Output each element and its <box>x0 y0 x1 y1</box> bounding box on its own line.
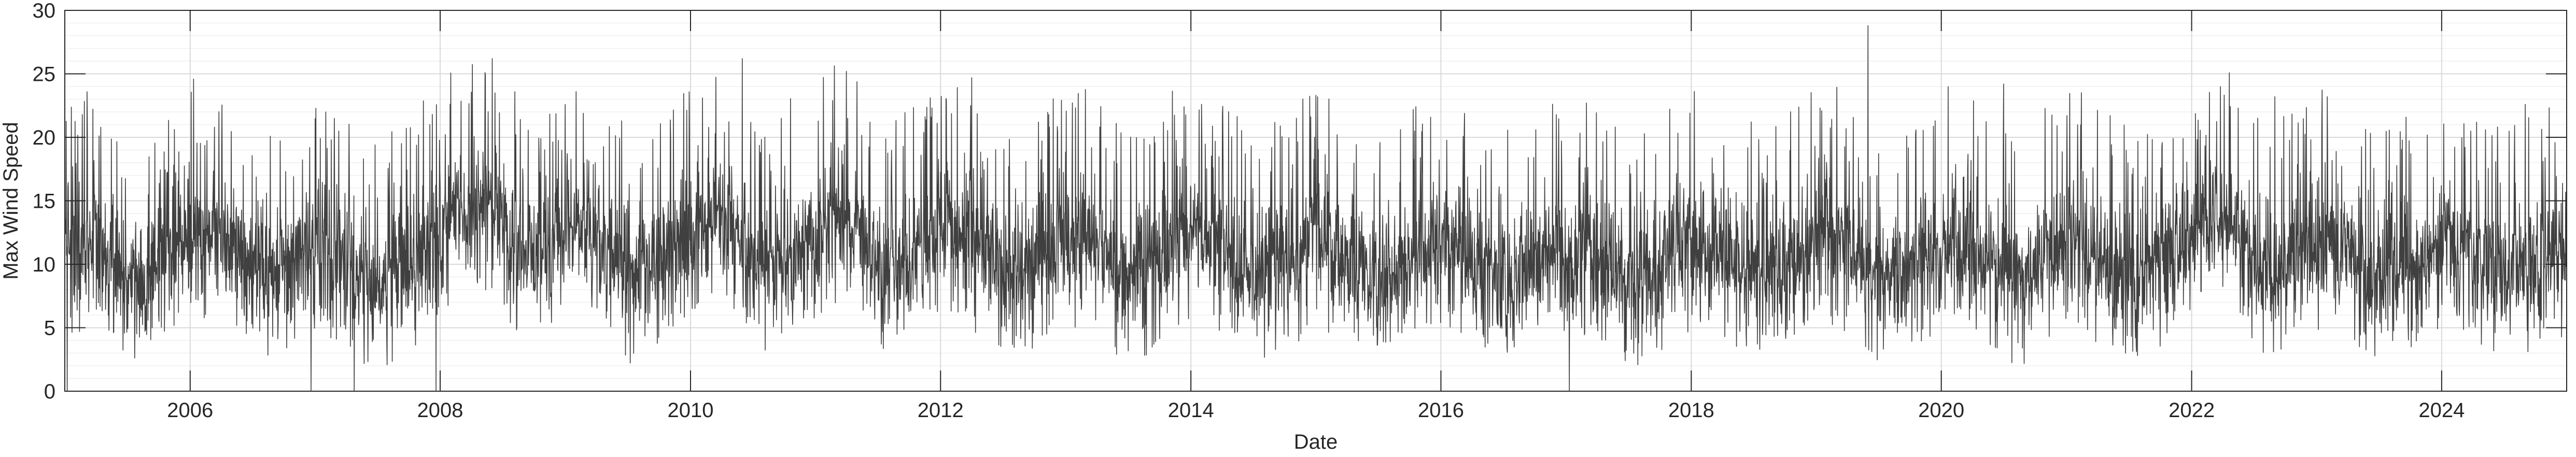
x-tick-label: 2016 <box>1418 399 1464 422</box>
x-tick-labels: 2006 2008 2010 2012 2014 2016 2018 2020 2022 2024 <box>167 399 2465 422</box>
y-axis-label: Max Wind Speed <box>0 122 22 280</box>
y-tick-labels: 0 5 10 15 20 25 30 <box>33 0 56 403</box>
series-layer <box>64 25 2567 392</box>
x-tick-label: 2010 <box>668 399 714 422</box>
x-tick-label: 2022 <box>2169 399 2215 422</box>
x-tick-label: 2014 <box>1168 399 1214 422</box>
wind-speed-series-line <box>64 25 2567 392</box>
y-tick-label: 30 <box>33 0 56 22</box>
x-axis-label: Date <box>1294 431 1338 453</box>
x-tick-label: 2018 <box>1668 399 1714 422</box>
x-tick-label: 2024 <box>2418 399 2465 422</box>
y-tick-label: 25 <box>33 63 56 86</box>
x-tick-label: 2012 <box>918 399 964 422</box>
y-tick-label: 0 <box>44 380 55 403</box>
tick-marks <box>65 10 2567 392</box>
y-tick-label: 20 <box>33 126 56 149</box>
x-tick-label: 2006 <box>167 399 213 422</box>
y-tick-label: 5 <box>44 317 55 340</box>
y-tick-label: 15 <box>33 190 56 213</box>
y-tick-label: 10 <box>33 253 56 276</box>
x-tick-label: 2008 <box>417 399 463 422</box>
x-tick-label: 2020 <box>1918 399 1964 422</box>
